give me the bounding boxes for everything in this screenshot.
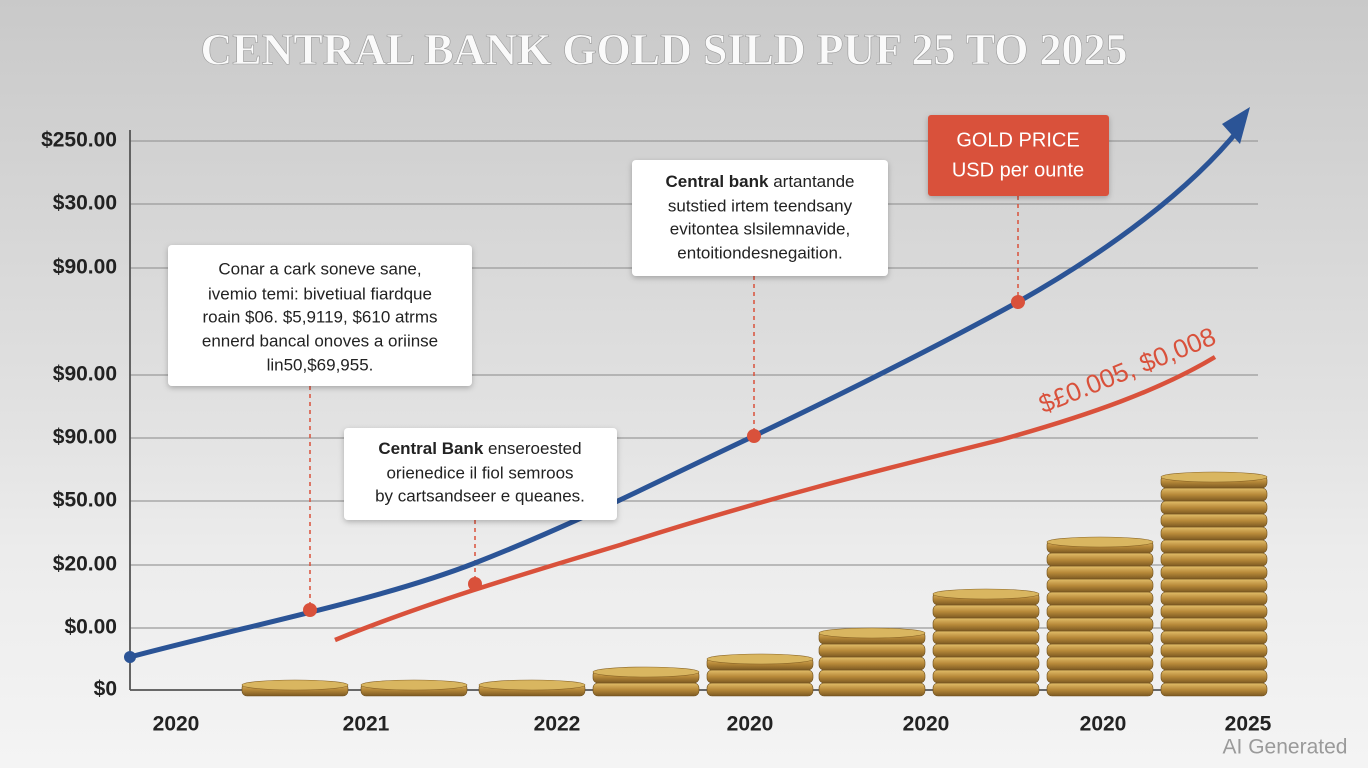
- coin: [706, 669, 814, 684]
- coin: [241, 679, 349, 691]
- coin: [706, 682, 814, 697]
- callout-text: artantande: [773, 172, 854, 191]
- coin: [706, 653, 814, 665]
- callout-line: Central bank artantande: [665, 172, 854, 191]
- callout: Central Bank enseroested orienedice il f…: [344, 428, 617, 520]
- legend-subtitle: USD per ounte: [952, 159, 1084, 181]
- y-label: $250.00: [41, 129, 117, 152]
- coin: [1160, 591, 1268, 606]
- callout-line: lin50,$69,955.: [267, 355, 374, 374]
- coin: [478, 679, 586, 691]
- coin: [1160, 617, 1268, 632]
- y-label: $0.00: [64, 616, 117, 639]
- callout-heading: Central Bank: [378, 439, 483, 458]
- x-label: 2020: [727, 713, 774, 736]
- callout-line: orienedice il fiol semroos: [386, 463, 573, 482]
- coin: [1046, 617, 1154, 632]
- y-label: $90.00: [53, 426, 117, 449]
- coin: [1046, 669, 1154, 684]
- y-label: $50.00: [53, 489, 117, 512]
- callout-line: Central Bank enseroested: [378, 439, 581, 458]
- coin: [1160, 487, 1268, 502]
- callout-line: Conar a cark soneve sane,: [218, 259, 421, 278]
- arrowhead: [1222, 107, 1250, 144]
- y-axis-labels: $250.00 $30.00 $90.00 $90.00 $90.00 $50.…: [41, 129, 117, 701]
- coin: [932, 617, 1040, 632]
- coin: [1160, 500, 1268, 515]
- coin: [1046, 578, 1154, 593]
- leader-lines: [309, 196, 1019, 610]
- coin: [1046, 656, 1154, 671]
- coin: [932, 682, 1040, 697]
- y-label: $20.00: [53, 553, 117, 576]
- coin: [1046, 591, 1154, 606]
- x-label: 2020: [1080, 713, 1127, 736]
- y-label: $90.00: [53, 363, 117, 386]
- callout: Central bank artantande sutstied irtem t…: [632, 160, 888, 276]
- coin: [932, 588, 1040, 600]
- coin: [932, 669, 1040, 684]
- coin: [1046, 630, 1154, 645]
- coin: [1160, 604, 1268, 619]
- title: CENTRAL BANK GOLD SILD PUF 25 TO 2025: [200, 25, 1127, 74]
- coin: [1160, 656, 1268, 671]
- coin: [1160, 643, 1268, 658]
- coin: [1160, 669, 1268, 684]
- callout-line: ennerd bancal onoves a oriinse: [202, 331, 438, 350]
- legend-title: GOLD PRICE: [956, 129, 1079, 151]
- coin: [1046, 643, 1154, 658]
- coin: [818, 643, 926, 658]
- coin: [1046, 604, 1154, 619]
- legend-box: GOLD PRICE USD per ounte: [928, 115, 1109, 196]
- coin: [1160, 565, 1268, 580]
- coin: [592, 682, 700, 697]
- coin: [592, 666, 700, 678]
- coin: [818, 669, 926, 684]
- coin: [818, 682, 926, 697]
- coin: [932, 604, 1040, 619]
- coin-stacks: [241, 471, 1268, 697]
- start-dot: [124, 651, 136, 663]
- callout-line: ivemio temi: bivetiual fiardque: [208, 284, 432, 303]
- callout: Conar a cark soneve sane, ivemio temi: b…: [168, 245, 472, 386]
- coin: [818, 627, 926, 639]
- callout-line: entoitiondesnegaition.: [677, 243, 842, 262]
- callout-line: by cartsandseer e queanes.: [375, 486, 585, 505]
- x-label: 2025: [1225, 713, 1272, 736]
- coin: [1046, 552, 1154, 567]
- coin: [1046, 536, 1154, 548]
- coin: [1160, 682, 1268, 697]
- coin: [1160, 630, 1268, 645]
- y-label: $90.00: [53, 256, 117, 279]
- coin: [1046, 682, 1154, 697]
- y-label: $0: [94, 678, 117, 701]
- x-axis-labels: 2020 2021 2022 2020 2020 2020 2025: [153, 713, 1272, 736]
- callout-line: sutstied irtem teendsany: [668, 196, 853, 215]
- x-label: 2021: [343, 713, 390, 736]
- coin: [932, 630, 1040, 645]
- coin: [360, 679, 468, 691]
- watermark: AI Generated: [1223, 736, 1348, 759]
- coin: [1160, 539, 1268, 554]
- callout-line: roain $06. $5,9119, $610 atrms: [202, 307, 437, 326]
- coin: [1160, 578, 1268, 593]
- coin: [1160, 471, 1268, 483]
- callout-text: enseroested: [488, 439, 582, 458]
- callout-heading: Central bank: [665, 172, 769, 191]
- red-trend-line: [334, 355, 1217, 643]
- callout-line: evitontea slsilemnavide,: [670, 219, 850, 238]
- coin: [932, 643, 1040, 658]
- x-label: 2020: [153, 713, 200, 736]
- coin: [1046, 565, 1154, 580]
- coin: [932, 656, 1040, 671]
- coin: [818, 656, 926, 671]
- coin: [1160, 552, 1268, 567]
- x-label: 2022: [534, 713, 581, 736]
- x-label: 2020: [903, 713, 950, 736]
- y-label: $30.00: [53, 192, 117, 215]
- coin: [1160, 526, 1268, 541]
- marker-dots: [303, 295, 1025, 617]
- coin: [1160, 513, 1268, 528]
